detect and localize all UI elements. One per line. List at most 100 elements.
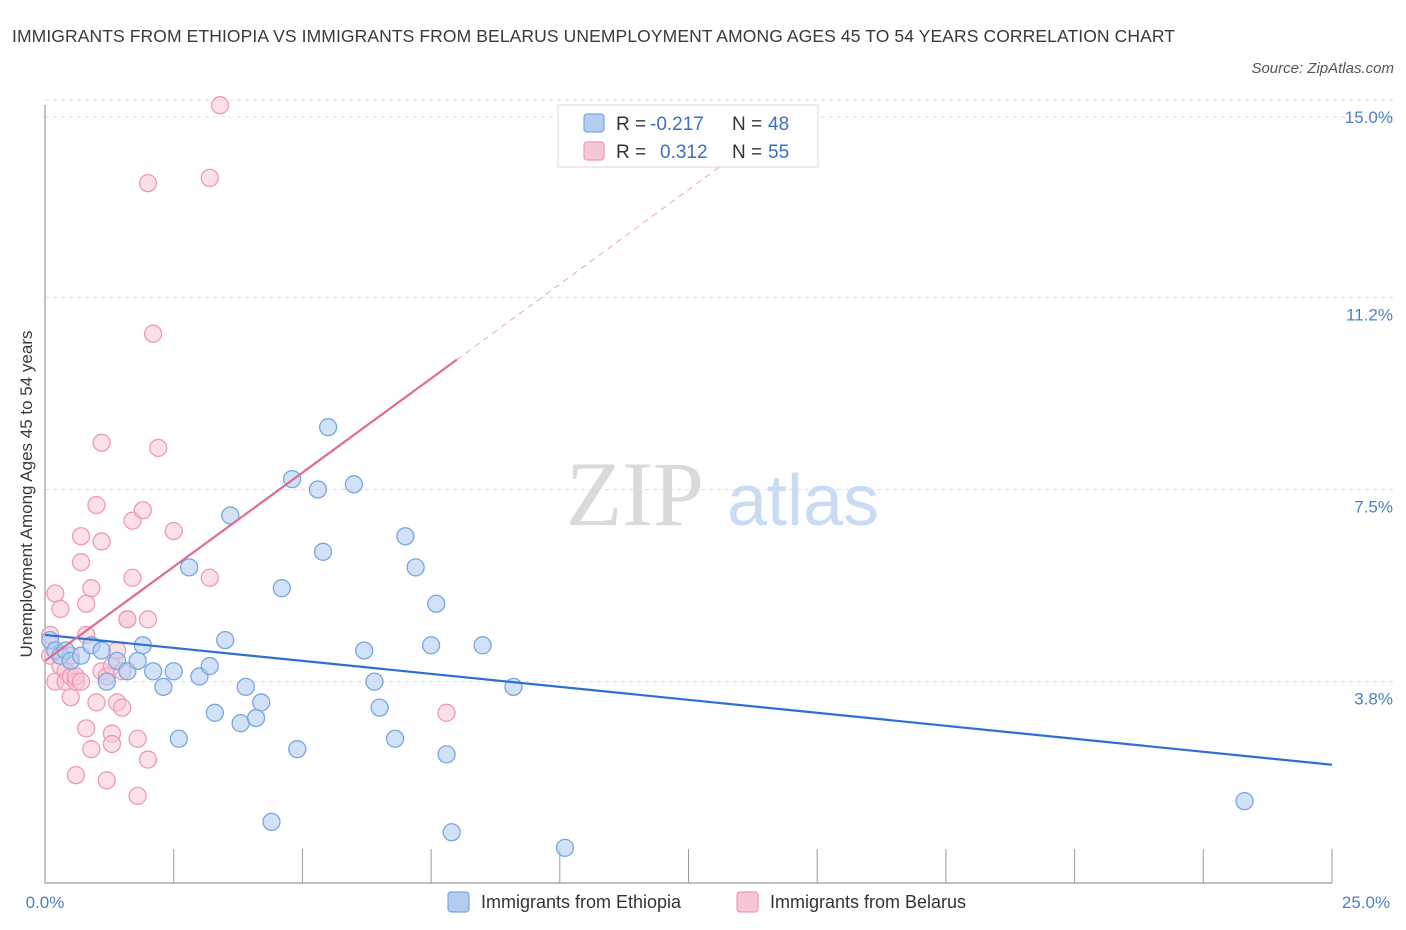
ethiopia-point [272, 579, 291, 598]
y-tick-label: 11.2% [1346, 305, 1393, 324]
ethiopia-point [437, 745, 456, 764]
ethiopia-point [143, 662, 163, 681]
belarus-point [77, 594, 96, 613]
ethiopia-points [40, 418, 1254, 857]
ethiopia-point [318, 418, 338, 437]
ethiopia-point [473, 636, 492, 655]
ethiopia-point [231, 714, 250, 733]
correlation-legend: R = -0.217 N = 48 R = 0.312 N = 55 [557, 104, 819, 168]
belarus-point [143, 324, 163, 343]
belarus-point [118, 610, 137, 629]
legend-n-value-belarus: 55 [768, 142, 789, 163]
y-tick-labels: 3.8% 7.5% 11.2% 15.0% [1345, 108, 1393, 709]
belarus-point [51, 599, 70, 619]
ethiopia-point [427, 594, 446, 613]
ethiopia-point [128, 651, 147, 671]
ethiopia-point [365, 672, 384, 691]
watermark-atlas: atlas [727, 461, 879, 541]
ethiopia-point [442, 823, 461, 842]
belarus-point [77, 719, 96, 738]
legend-r-label-belarus: R = [616, 142, 646, 163]
belarus-trend-extension [456, 151, 741, 361]
y-tick-label: 7.5% [1354, 498, 1393, 517]
ethiopia-point [236, 677, 255, 696]
belarus-point [61, 688, 80, 707]
belarus-point [87, 495, 106, 515]
belarus-point [200, 168, 219, 188]
legend-r-value-belarus: 0.312 [660, 142, 708, 163]
x-tick-label-min: 0.0% [26, 893, 65, 912]
grid [45, 99, 1395, 683]
bottom-legend-swatch-belarus [736, 891, 759, 913]
ethiopia-point [164, 662, 183, 681]
ethiopia-point [344, 475, 364, 494]
ethiopia-point [288, 740, 307, 759]
belarus-point [138, 610, 158, 629]
belarus-point [82, 740, 101, 759]
belarus-point [149, 438, 168, 458]
ethiopia-point [97, 672, 116, 691]
chart-title: IMMIGRANTS FROM ETHIOPIA VS IMMIGRANTS F… [12, 26, 1176, 46]
ethiopia-point [92, 641, 111, 660]
bottom-legend-belarus: Immigrants from Belarus [770, 892, 966, 912]
legend-n-label-ethiopia: N = [732, 114, 762, 135]
belarus-point [133, 501, 152, 520]
ethiopia-point [262, 812, 281, 832]
ethiopia-point [216, 630, 235, 650]
belarus-point [164, 521, 183, 541]
y-tick-label: 15.0% [1345, 108, 1393, 127]
belarus-point [113, 698, 132, 717]
ethiopia-point [1235, 791, 1254, 811]
source-label: Source: ZipAtlas.com [1251, 60, 1394, 77]
ethiopia-point [396, 527, 415, 546]
ethiopia-point [385, 729, 405, 748]
ethiopia-point [555, 838, 575, 857]
series-legend: Immigrants from Ethiopia Immigrants from… [447, 891, 966, 913]
x-tick-label-max: 25.0% [1342, 893, 1390, 912]
ethiopia-point [154, 677, 173, 696]
ethiopia-point [169, 729, 188, 748]
belarus-point [138, 173, 158, 193]
belarus-trend-line [44, 358, 458, 662]
legend-r-value-ethiopia: -0.217 [650, 114, 704, 135]
belarus-point [102, 734, 122, 754]
belarus-point [200, 568, 219, 587]
belarus-point [210, 96, 230, 115]
legend-n-value-ethiopia: 48 [768, 114, 789, 135]
ethiopia-point [313, 542, 333, 561]
ethiopia-trend-line [44, 633, 1333, 766]
ethiopia-point [205, 703, 225, 722]
belarus-point [71, 553, 91, 572]
ethiopia-point [179, 558, 199, 577]
ethiopia-point [200, 656, 219, 676]
legend-swatch-belarus [583, 141, 605, 161]
belarus-points [40, 96, 456, 806]
ethiopia-point [406, 558, 425, 577]
belarus-point [92, 532, 111, 551]
bottom-legend-ethiopia: Immigrants from Ethiopia [481, 892, 682, 912]
belarus-point [46, 584, 65, 603]
ethiopia-point [246, 708, 266, 728]
belarus-point [97, 771, 116, 790]
bottom-legend-swatch-ethiopia [447, 891, 470, 913]
ethiopia-point [252, 693, 271, 712]
x-ticks [173, 849, 1333, 883]
watermark-zip: ZIP [566, 443, 704, 545]
belarus-point [71, 527, 91, 546]
ethiopia-point [355, 641, 374, 660]
belarus-point [66, 765, 86, 785]
belarus-point [71, 672, 91, 691]
belarus-point [128, 786, 147, 806]
ethiopia-point [308, 480, 327, 499]
belarus-point [437, 703, 456, 722]
trend-lines [44, 151, 1333, 766]
legend-swatch-ethiopia [583, 113, 605, 133]
belarus-point [128, 729, 147, 748]
belarus-point [123, 568, 142, 587]
legend-n-label-belarus: N = [732, 142, 762, 163]
belarus-point [82, 579, 101, 598]
ethiopia-point [370, 698, 389, 717]
belarus-point [138, 750, 158, 769]
y-axis-title: Unemployment Among Ages 45 to 54 years [17, 331, 36, 658]
belarus-point [87, 693, 106, 712]
